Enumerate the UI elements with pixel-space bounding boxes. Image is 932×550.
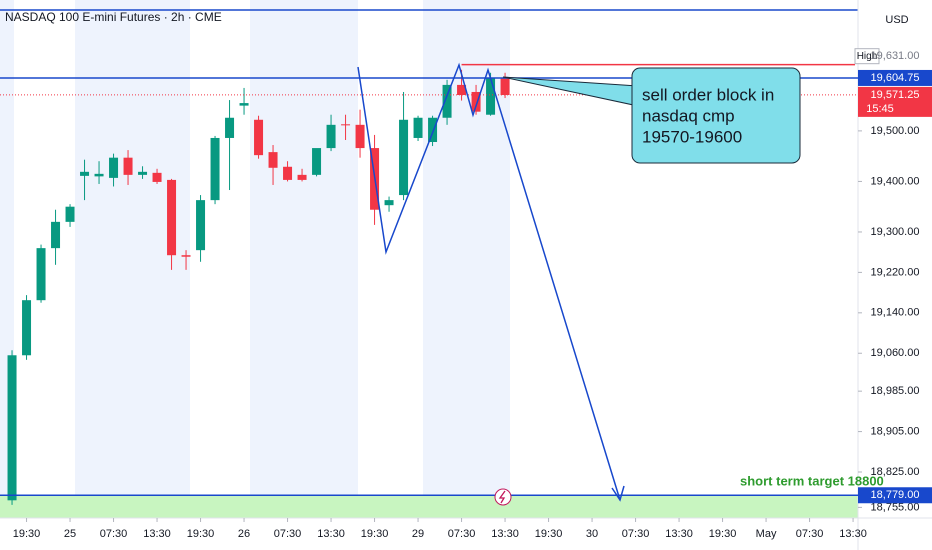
marks [0, 63, 858, 505]
candle-body [94, 173, 104, 177]
candle-body [428, 117, 438, 143]
y-tick-label: 19,500.00 [871, 125, 920, 137]
candle-body [384, 200, 394, 206]
callout-line: nasdaq cmp [642, 106, 735, 125]
candle-body [109, 157, 119, 178]
y-tick-label: 18,755.00 [871, 501, 920, 513]
x-tick-label: 07:30 [274, 528, 302, 540]
x-tick-label: 13:30 [317, 528, 345, 540]
y-tick-label: 19,060.00 [871, 347, 920, 359]
candle-body [138, 171, 148, 175]
candle-body [239, 103, 249, 106]
x-tick-label: 19:30 [361, 528, 389, 540]
countdown: 15:45 [866, 103, 894, 115]
x-tick-label: 07:30 [796, 528, 824, 540]
x-tick-label: 19:30 [187, 528, 215, 540]
y-tick-label: 19,140.00 [871, 307, 920, 319]
price-label: 19,571.25 [871, 89, 920, 101]
session-band [75, 0, 190, 518]
chart-title: NASDAQ 100 E-mini Futures · 2h · CME [5, 10, 222, 24]
callout-line: 19570-19600 [642, 127, 742, 146]
candle-body [80, 171, 90, 176]
session-band [423, 0, 510, 518]
candle-body [442, 84, 452, 118]
arrow-head [611, 485, 625, 502]
x-tick-label: 13:30 [665, 528, 693, 540]
event-icon-bolt [498, 490, 506, 504]
high-tag-box [854, 48, 880, 65]
callout-line: sell order block in [642, 85, 774, 104]
candle-body [326, 124, 336, 149]
x-tick-label: May [756, 528, 777, 540]
candle-body [123, 157, 133, 175]
x-tick-label: 13:30 [491, 528, 519, 540]
x-tick-label: 25 [64, 528, 76, 540]
candle-body [457, 84, 467, 96]
x-tick-label: 07:30 [448, 528, 476, 540]
target-note: short term target 18800 [740, 473, 884, 488]
candle-body [167, 179, 177, 256]
x-tick-label: 19:30 [535, 528, 563, 540]
candle-body [254, 119, 264, 156]
candle-body [181, 255, 191, 257]
x-tick-label: 13:30 [839, 528, 867, 540]
candle-body [355, 124, 365, 149]
callout-pointer [502, 76, 639, 107]
callout-joint [633, 87, 641, 105]
candle-body [413, 117, 423, 138]
candle-body [210, 137, 220, 201]
drawing-path [357, 62, 621, 501]
event-icon[interactable] [494, 488, 512, 506]
price-label: 19,604.75 [871, 72, 920, 84]
y-tick-label: 19,400.00 [871, 175, 920, 187]
candle-body [65, 206, 75, 222]
candle-body [471, 91, 481, 112]
x-tick-label: 30 [586, 528, 598, 540]
candle-body [225, 117, 235, 138]
currency-label: USD [885, 14, 908, 26]
candle-body [500, 77, 510, 96]
high-tag: High [857, 51, 878, 62]
candle-body [51, 221, 61, 249]
candle-body [399, 119, 409, 196]
session-shading [0, 0, 510, 518]
price-label: 18,779.00 [871, 489, 920, 501]
x-tick-label: 26 [238, 528, 250, 540]
y-tick-label: 18,985.00 [871, 385, 920, 397]
price-box [858, 86, 932, 117]
candle-body [36, 248, 46, 301]
candle-body [7, 355, 17, 501]
candle-body [152, 172, 162, 182]
price-box [858, 487, 932, 504]
candle-body [312, 148, 322, 175]
candle-body [297, 174, 307, 180]
candle-body [486, 77, 496, 115]
price-box [858, 69, 932, 86]
y-tick-label: 18,825.00 [871, 466, 920, 478]
y-tick-label: 19,300.00 [871, 226, 920, 238]
x-tick-label: 19:30 [709, 528, 737, 540]
x-tick-label: 29 [412, 528, 424, 540]
candle-body [196, 200, 206, 251]
target-zone [0, 495, 858, 518]
x-tick-label: 13:30 [143, 528, 171, 540]
x-tick-label: 19:30 [13, 528, 41, 540]
x-tick-label: 07:30 [622, 528, 650, 540]
x-tick-label: 07:30 [100, 528, 128, 540]
callout-box [631, 67, 801, 164]
session-band [250, 0, 358, 518]
high-price: 19,631.00 [871, 50, 920, 62]
candle-body [22, 300, 32, 356]
candle-body [283, 166, 293, 180]
y-tick-label: 18,905.00 [871, 425, 920, 437]
y-tick-label: 19,220.00 [871, 266, 920, 278]
candle-body [268, 152, 278, 168]
candle-body [341, 124, 351, 126]
